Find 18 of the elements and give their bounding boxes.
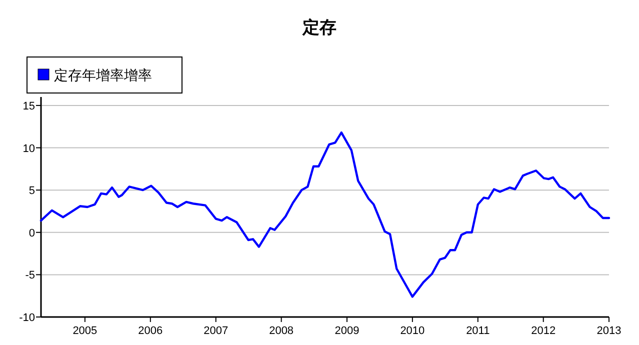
x-tick-label: 2013 xyxy=(596,325,622,337)
y-tick-label: 5 xyxy=(28,185,35,198)
line-series xyxy=(40,131,610,298)
y-tick-label: 0 xyxy=(28,227,35,240)
x-tick-label: 2009 xyxy=(334,325,360,337)
x-tick-label: 2005 xyxy=(72,325,98,337)
y-tick-label: -5 xyxy=(25,270,35,282)
x-tick-label: 2011 xyxy=(466,325,490,337)
x-tick-label: 2006 xyxy=(138,325,163,337)
x-tick-label: 2010 xyxy=(400,325,425,337)
x-tick-label: 2007 xyxy=(204,325,228,337)
legend-label: 定存年增率增率 xyxy=(54,67,152,83)
y-tick-label: 10 xyxy=(22,142,35,155)
x-tick-label: 2008 xyxy=(269,325,294,337)
y-tick-label: -10 xyxy=(19,312,35,324)
x-tick-label: 2012 xyxy=(531,325,556,337)
chart-title: 定存 xyxy=(302,18,336,37)
y-tick-label: 15 xyxy=(22,100,35,112)
